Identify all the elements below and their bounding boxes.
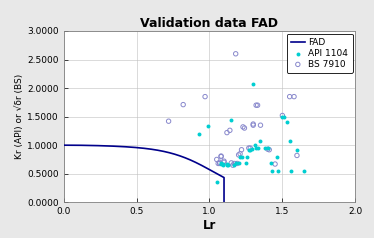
BS 7910 <box>258 123 264 127</box>
API 1104 <box>268 162 274 165</box>
FAD <box>147 148 152 150</box>
BS 7910 <box>255 103 261 107</box>
BS 7910 <box>202 95 208 99</box>
BS 7910 <box>224 131 230 134</box>
API 1104 <box>244 155 250 159</box>
BS 7910 <box>253 103 259 107</box>
API 1104 <box>284 120 290 124</box>
BS 7910 <box>240 125 246 129</box>
BS 7910 <box>217 162 223 165</box>
BS 7910 <box>231 162 237 165</box>
API 1104 <box>301 169 307 173</box>
BS 7910 <box>217 160 223 164</box>
FAD <box>61 144 66 147</box>
BS 7910 <box>234 162 240 165</box>
API 1104 <box>236 162 242 165</box>
BS 7910 <box>237 152 243 156</box>
BS 7910 <box>230 163 236 167</box>
BS 7910 <box>166 119 172 123</box>
BS 7910 <box>272 162 278 166</box>
BS 7910 <box>180 103 186 107</box>
BS 7910 <box>246 146 252 150</box>
FAD <box>145 147 150 150</box>
API 1104 <box>218 162 224 166</box>
API 1104 <box>239 155 245 159</box>
API 1104 <box>249 147 255 151</box>
Line: FAD: FAD <box>64 145 224 202</box>
API 1104 <box>243 162 249 165</box>
API 1104 <box>255 146 261 150</box>
BS 7910 <box>236 153 242 157</box>
API 1104 <box>262 146 268 150</box>
BS 7910 <box>265 147 271 151</box>
API 1104 <box>258 139 264 143</box>
API 1104 <box>253 146 259 150</box>
BS 7910 <box>228 161 234 165</box>
BS 7910 <box>227 129 233 132</box>
API 1104 <box>247 148 253 152</box>
API 1104 <box>220 163 226 167</box>
Legend: FAD, API 1104, BS 7910: FAD, API 1104, BS 7910 <box>286 34 353 73</box>
BS 7910 <box>221 159 227 163</box>
BS 7910 <box>250 123 256 127</box>
API 1104 <box>246 148 252 152</box>
BS 7910 <box>291 95 297 99</box>
BS 7910 <box>215 162 221 165</box>
BS 7910 <box>286 95 292 99</box>
API 1104 <box>275 169 281 173</box>
FAD <box>82 144 86 147</box>
API 1104 <box>220 162 226 166</box>
API 1104 <box>273 155 279 159</box>
Title: Validation data FAD: Validation data FAD <box>141 17 278 30</box>
API 1104 <box>196 132 202 136</box>
API 1104 <box>226 163 232 167</box>
BS 7910 <box>214 158 220 161</box>
API 1104 <box>288 169 294 173</box>
BS 7910 <box>242 126 248 130</box>
API 1104 <box>214 180 220 184</box>
API 1104 <box>224 163 230 167</box>
API 1104 <box>269 169 275 173</box>
API 1104 <box>281 115 287 119</box>
API 1104 <box>279 115 285 119</box>
BS 7910 <box>233 52 239 56</box>
BS 7910 <box>279 114 285 117</box>
FAD <box>222 201 226 204</box>
API 1104 <box>250 82 256 86</box>
API 1104 <box>205 124 211 128</box>
API 1104 <box>294 148 300 152</box>
X-axis label: Lr: Lr <box>203 219 216 232</box>
API 1104 <box>231 163 237 167</box>
FAD <box>205 167 209 169</box>
API 1104 <box>237 155 243 159</box>
BS 7910 <box>250 122 256 126</box>
BS 7910 <box>239 148 245 152</box>
BS 7910 <box>221 160 227 164</box>
API 1104 <box>265 146 271 150</box>
API 1104 <box>228 118 234 122</box>
API 1104 <box>218 162 224 165</box>
FAD <box>194 161 198 164</box>
API 1104 <box>286 139 292 143</box>
API 1104 <box>233 161 239 165</box>
Y-axis label: Kr (API) or √δr (BS): Kr (API) or √δr (BS) <box>15 74 24 159</box>
BS 7910 <box>294 154 300 157</box>
API 1104 <box>252 143 258 147</box>
API 1104 <box>224 162 230 166</box>
FAD <box>162 150 167 153</box>
BS 7910 <box>247 146 253 150</box>
BS 7910 <box>218 155 224 159</box>
BS 7910 <box>266 148 272 152</box>
BS 7910 <box>218 154 224 158</box>
